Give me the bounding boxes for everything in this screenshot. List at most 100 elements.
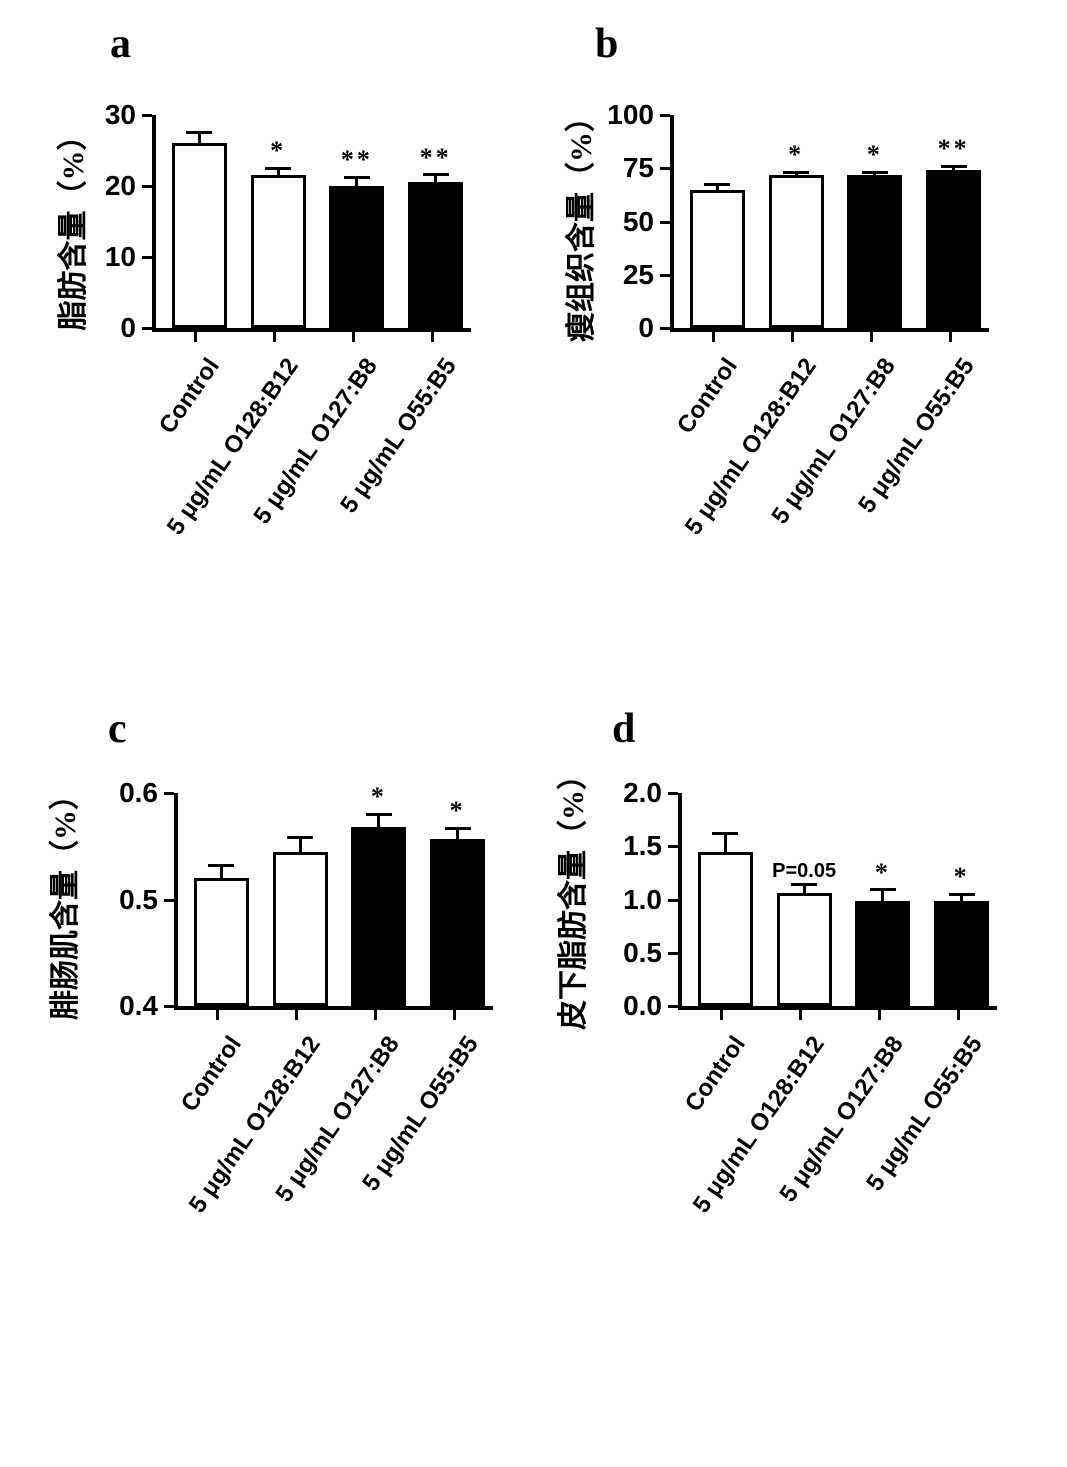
- chart-b: ****0255075100Control5 μg/mL O128:B125 μ…: [670, 115, 985, 328]
- ytick-mark: [142, 327, 152, 330]
- panel-letter-c: c: [108, 705, 127, 753]
- error-cap: [265, 167, 291, 170]
- error-bar: [456, 828, 459, 839]
- significance-annotation: **: [341, 145, 373, 175]
- error-cap: [423, 173, 449, 176]
- figure-page: a*****0102030Control5 μg/mL O128:B125 μg…: [0, 0, 1067, 1467]
- error-cap: [941, 165, 967, 168]
- error-cap: [344, 176, 370, 179]
- ytick-label: 25: [622, 259, 654, 291]
- error-cap: [287, 836, 313, 839]
- significance-annotation: **: [420, 143, 452, 173]
- error-bar: [198, 133, 201, 144]
- ytick-mark: [660, 274, 670, 277]
- ytick-label: 50: [622, 206, 654, 238]
- bar: [855, 901, 910, 1006]
- ytick-mark: [668, 845, 678, 848]
- ytick-label: 0.6: [109, 777, 158, 809]
- bar: [934, 901, 989, 1006]
- chart-a: *****0102030Control5 μg/mL O128:B125 μg/…: [152, 115, 467, 328]
- ytick-label: 30: [104, 99, 136, 131]
- bar: [698, 852, 753, 1006]
- significance-annotation: *: [450, 796, 466, 826]
- ytick-mark: [142, 114, 152, 117]
- xtick-mark: [720, 1010, 723, 1020]
- ytick-label: 1.5: [613, 830, 662, 862]
- bar: [172, 143, 227, 328]
- ytick-mark: [142, 256, 152, 259]
- xtick-mark: [957, 1010, 960, 1020]
- error-cap: [208, 864, 234, 867]
- ytick-mark: [668, 792, 678, 795]
- ytick-label: 0.0: [613, 990, 662, 1022]
- error-cap: [445, 827, 471, 830]
- error-cap: [366, 813, 392, 816]
- xtick-mark: [791, 332, 794, 342]
- ytick-label: 0: [638, 312, 654, 344]
- chart-d: P=0.05**0.00.51.01.52.0Control5 μg/mL O1…: [678, 793, 993, 1006]
- error-bar: [220, 865, 223, 878]
- significance-annotation: *: [788, 140, 804, 170]
- bar: [430, 839, 485, 1006]
- significance-annotation: *: [954, 862, 970, 892]
- xtick-mark: [374, 1010, 377, 1020]
- xtick-mark: [878, 1010, 881, 1020]
- ytick-mark: [164, 1005, 174, 1008]
- error-cap: [186, 131, 212, 134]
- significance-annotation: **: [938, 134, 970, 164]
- y-axis-label: 皮下脂肪含量（%）: [548, 770, 592, 1030]
- bar: [847, 175, 902, 328]
- error-bar: [881, 890, 884, 901]
- bar: [690, 190, 745, 328]
- ytick-mark: [164, 899, 174, 902]
- error-cap: [712, 832, 738, 835]
- xtick-mark: [712, 332, 715, 342]
- ytick-mark: [668, 899, 678, 902]
- panel-letter-d: d: [612, 705, 635, 753]
- ytick-mark: [660, 167, 670, 170]
- bar: [926, 170, 981, 328]
- y-axis-label: 瘦组织含量（%）: [556, 102, 600, 342]
- plot-area: *****: [152, 115, 471, 332]
- bar: [194, 878, 249, 1006]
- ytick-mark: [142, 185, 152, 188]
- ytick-mark: [660, 327, 670, 330]
- xtick-mark: [431, 332, 434, 342]
- y-axis-label: 脂肪含量（%）: [48, 119, 92, 332]
- xtick-mark: [273, 332, 276, 342]
- bar: [769, 175, 824, 328]
- significance-annotation: *: [371, 782, 387, 812]
- ytick-label: 0.5: [613, 937, 662, 969]
- significance-annotation: P=0.05: [772, 860, 836, 883]
- bar: [408, 182, 463, 328]
- significance-annotation: *: [867, 140, 883, 170]
- ytick-label: 0.4: [109, 990, 158, 1022]
- ytick-mark: [660, 114, 670, 117]
- panel-letter-b: b: [595, 20, 618, 68]
- bar: [273, 852, 328, 1006]
- bar: [329, 186, 384, 328]
- ytick-label: 10: [104, 241, 136, 273]
- ytick-label: 75: [622, 152, 654, 184]
- error-cap: [783, 171, 809, 174]
- ytick-label: 0: [120, 312, 136, 344]
- ytick-mark: [668, 952, 678, 955]
- xtick-mark: [949, 332, 952, 342]
- error-cap: [704, 183, 730, 186]
- xtick-mark: [352, 332, 355, 342]
- y-axis-label: 腓肠肌含量（%）: [40, 780, 84, 1020]
- xtick-mark: [194, 332, 197, 342]
- error-cap: [791, 883, 817, 886]
- ytick-label: 1.0: [613, 884, 662, 916]
- bar: [351, 827, 406, 1006]
- ytick-mark: [668, 1005, 678, 1008]
- ytick-label: 2.0: [613, 777, 662, 809]
- bar: [251, 175, 306, 328]
- error-cap: [949, 893, 975, 896]
- ytick-label: 0.5: [109, 884, 158, 916]
- significance-annotation: *: [875, 858, 891, 888]
- ytick-mark: [660, 221, 670, 224]
- panel-letter-a: a: [110, 20, 131, 68]
- error-bar: [299, 838, 302, 852]
- error-cap: [862, 171, 888, 174]
